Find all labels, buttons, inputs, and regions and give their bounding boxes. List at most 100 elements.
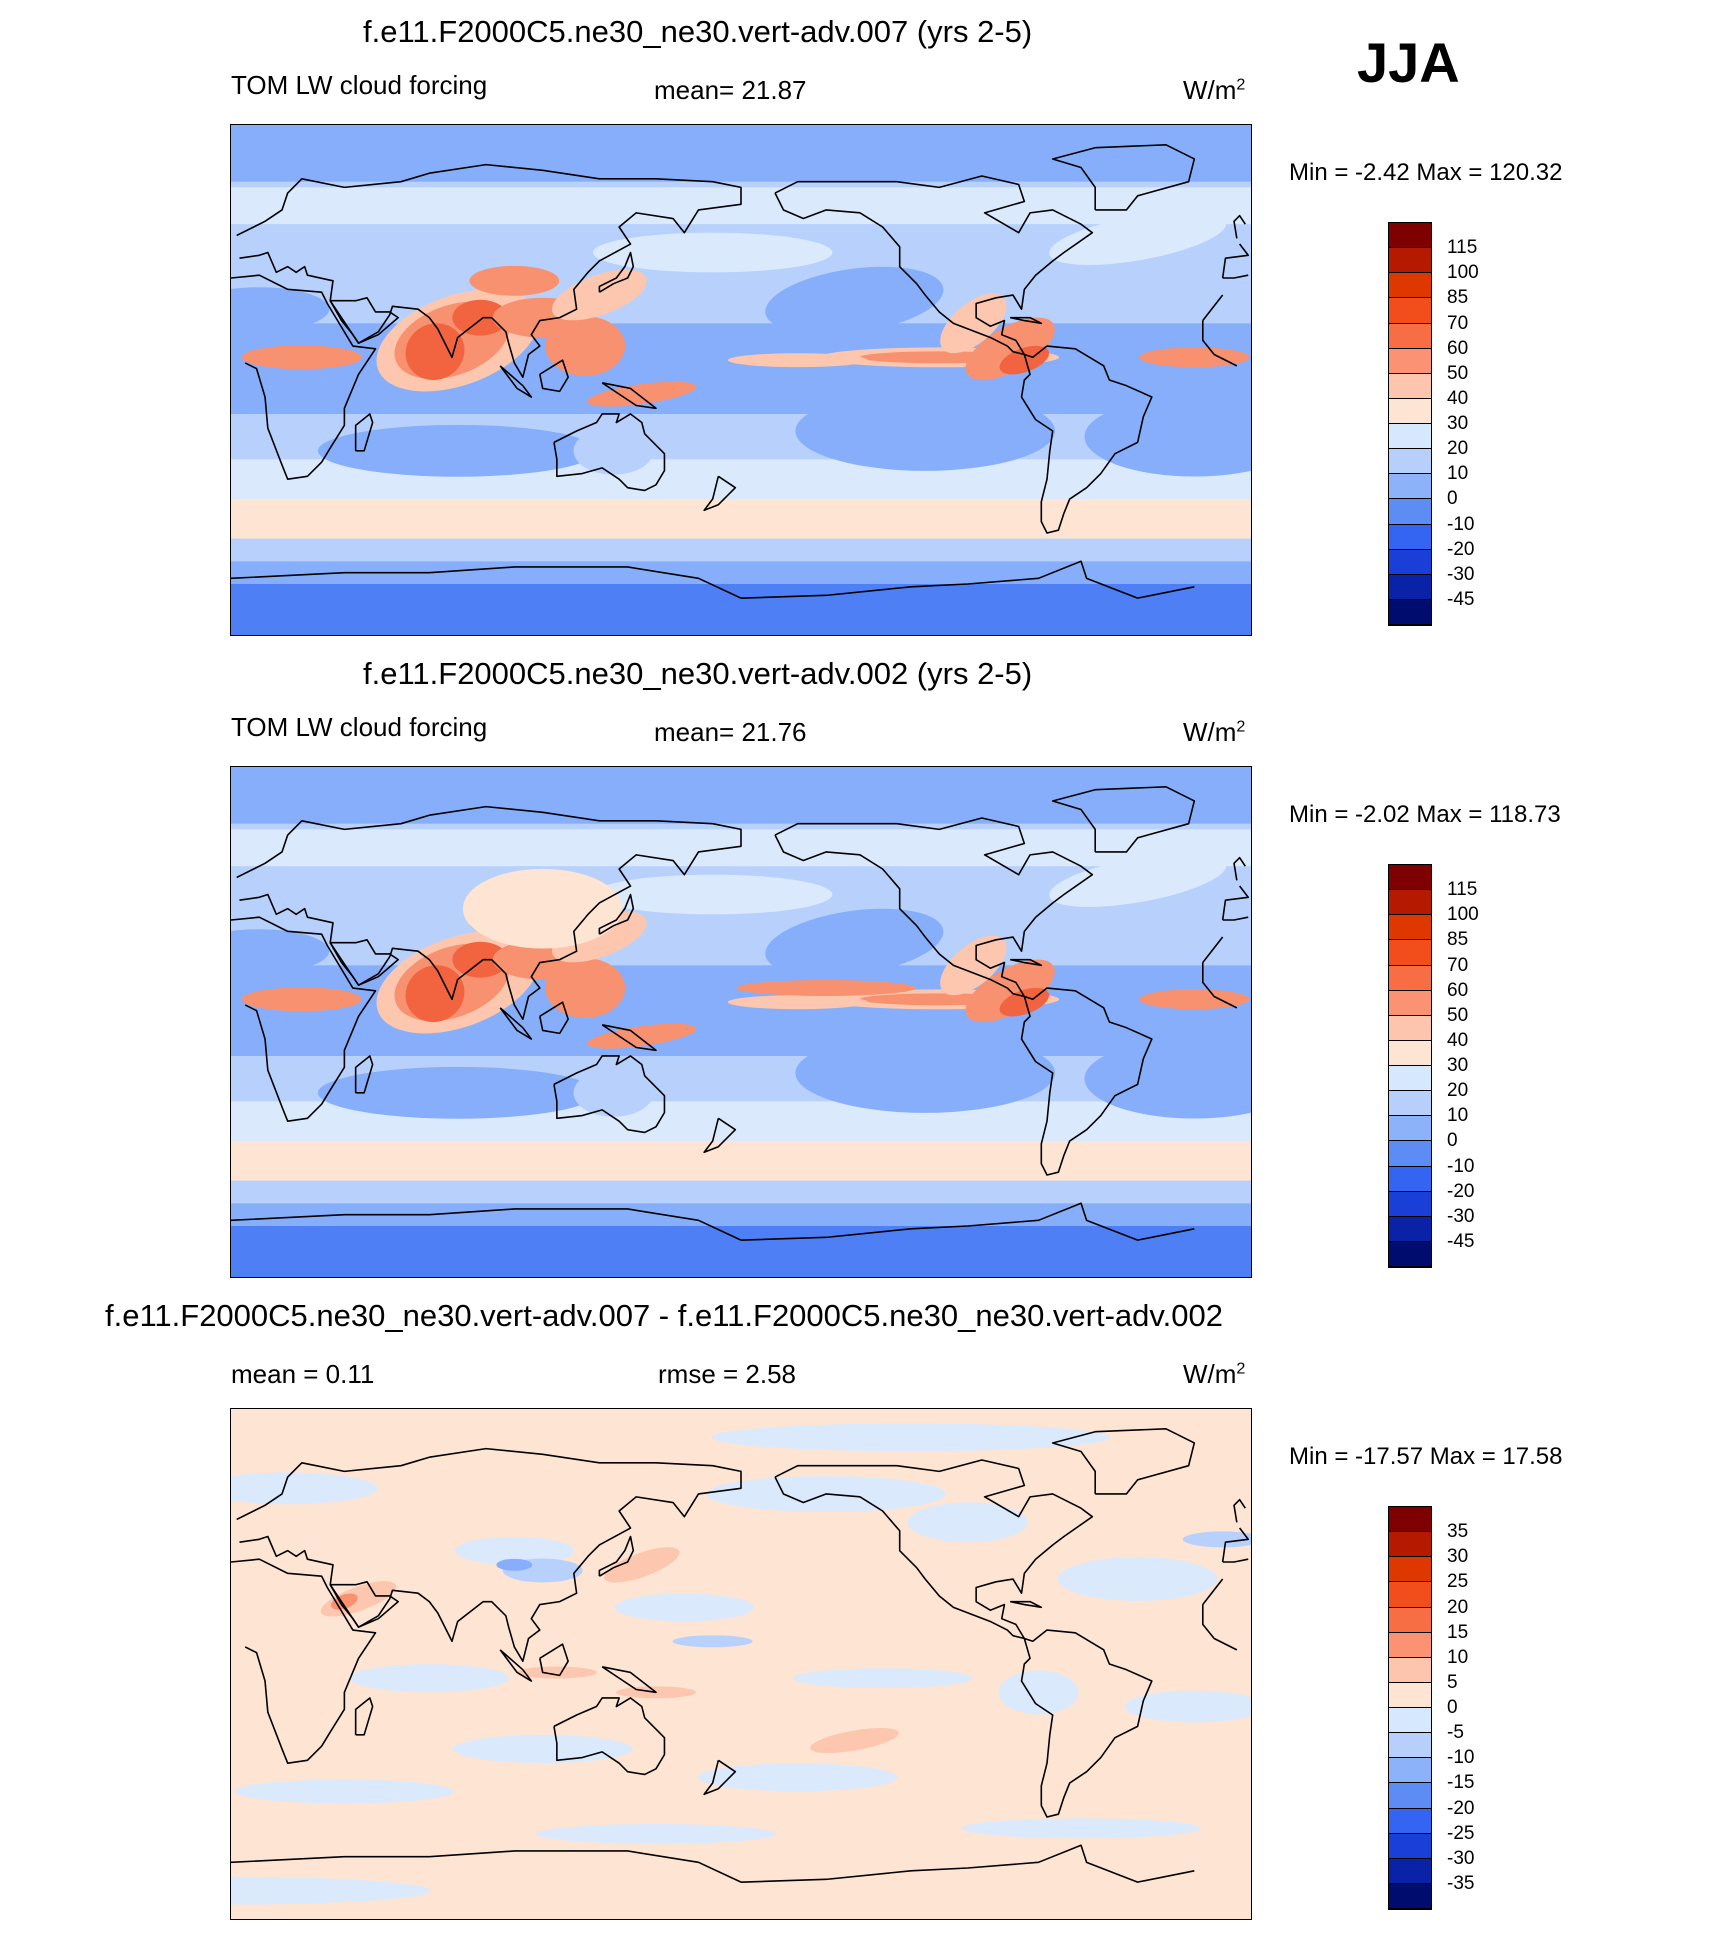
coastline (601, 382, 657, 410)
coastline (539, 1643, 569, 1677)
coastline (236, 1447, 1250, 1663)
panel3-map (230, 1408, 1252, 1920)
colorbar-swatch (1389, 574, 1431, 600)
field-contour (469, 265, 560, 296)
panel3-minmax: Min = -17.57 Max = 17.58 (1289, 1443, 1563, 1470)
colorbar-swatch (1389, 1758, 1431, 1784)
coastline (1020, 345, 1153, 534)
panel2-colorbar: 115 100 85 70 60 50 40 30 20 10 0 -10 -20 -30 -45 (1388, 864, 1479, 1268)
panel2-map (230, 766, 1252, 1278)
coastline (1010, 1600, 1043, 1609)
coastline (553, 1055, 666, 1134)
colorbar-tick-label: 70 (1447, 312, 1469, 334)
field-contour (999, 987, 1050, 1017)
colorbar-tick-label: 115 (1447, 879, 1478, 901)
colorbar-swatch (1389, 965, 1431, 991)
colorbar-tick-label: -20 (1447, 538, 1475, 560)
colorbar-tick-label: -10 (1447, 1747, 1475, 1769)
field-contour (462, 868, 623, 949)
colorbar-tick-label: 115 (1447, 237, 1478, 259)
colorbar-tick-label: 20 (1447, 1080, 1469, 1102)
colorbar-tick-label: 50 (1447, 362, 1469, 384)
colorbar-tick-label: 60 (1447, 337, 1469, 359)
coastline (598, 251, 635, 293)
colorbar-swatch (1389, 1191, 1431, 1217)
coastline (236, 805, 1250, 1021)
colorbar-swatch (1389, 1682, 1431, 1708)
coastline (499, 365, 533, 398)
colorbar-tick-label: 5 (1447, 1671, 1458, 1693)
colorbar-tick-label: 30 (1447, 1055, 1469, 1076)
field-contour (317, 1066, 598, 1119)
coastline (601, 1024, 657, 1052)
panel2-title: f.e11.F2000C5.ne30_ne30.vert-adv.002 (yr… (363, 656, 1033, 691)
colorbar-tick-label: 10 (1447, 1105, 1469, 1127)
field-band (231, 1203, 1251, 1226)
colorbar-swatch (1389, 499, 1431, 525)
colorbar-swatch (1389, 1141, 1431, 1167)
colorbar-swatch (1389, 1066, 1431, 1092)
colorbar-tick-label: -45 (1447, 588, 1475, 610)
coastline (1233, 856, 1246, 881)
field-band (231, 1226, 1251, 1277)
coastline (1020, 1629, 1153, 1818)
field-contour (1084, 396, 1251, 477)
coastline (499, 1007, 533, 1040)
coastline (231, 916, 1238, 1123)
colorbar-tick-label: -10 (1447, 1155, 1475, 1177)
colorbar-swatch (1389, 1833, 1431, 1859)
colorbar-swatch (1389, 1582, 1431, 1608)
colorbar-swatch (1389, 1808, 1431, 1834)
field-contour (810, 1727, 899, 1754)
field-contour (545, 316, 626, 376)
coastline (703, 1117, 737, 1154)
colorbar-tick-label: 100 (1447, 904, 1479, 926)
field-contour (573, 426, 654, 475)
colorbar-swatch (1389, 1091, 1431, 1117)
colorbar-tick-label: 60 (1447, 979, 1469, 1001)
colorbar-tick-label: -25 (1447, 1822, 1475, 1844)
field-contour (454, 1536, 575, 1565)
field-contour (672, 1635, 753, 1648)
colorbar-tick-label: 70 (1447, 954, 1469, 976)
field-contour (536, 1824, 776, 1844)
field-contour (727, 353, 868, 368)
panel1-map (230, 124, 1252, 636)
coastline (329, 297, 399, 344)
colorbar-swatch (1389, 223, 1431, 249)
field-contour (592, 232, 833, 273)
colorbar-swatch (1389, 1708, 1431, 1734)
field-contour (1057, 1557, 1218, 1601)
field-contour (998, 1670, 1079, 1715)
field-contour (614, 1593, 755, 1622)
colorbar-tick-label: 20 (1447, 438, 1469, 460)
colorbar-swatch (1389, 915, 1431, 941)
coastline (1233, 214, 1246, 239)
colorbar-tick-label: -30 (1447, 1847, 1475, 1869)
coastline (774, 817, 1094, 998)
colorbar-swatch (1389, 348, 1431, 374)
colorbar-tick-label: 10 (1447, 1646, 1469, 1668)
colorbar-tick-label: 40 (1447, 1029, 1469, 1051)
coastline (703, 1759, 737, 1796)
colorbar-swatch (1389, 474, 1431, 500)
panel1-mean-label: mean= 21.87 (654, 75, 807, 105)
colorbar-swatch (1389, 865, 1431, 891)
colorbar-tick-label: -15 (1447, 1772, 1475, 1794)
coastline (598, 1535, 635, 1577)
colorbar-swatch (1389, 940, 1431, 966)
field-contour (587, 381, 697, 407)
field-contour (711, 1423, 1111, 1452)
colorbar-swatch (1389, 890, 1431, 916)
colorbar-swatch (1389, 1783, 1431, 1809)
panel1-units: W/m2 (1183, 75, 1246, 105)
field-band (231, 538, 1251, 562)
panel1-minmax: Min = -2.42 Max = 120.32 (1289, 159, 1563, 186)
field-band (231, 125, 1251, 182)
field-contour (231, 287, 330, 332)
map-field-svg (231, 767, 1251, 1277)
coastline (231, 1558, 1238, 1765)
colorbar-tick-label: 15 (1447, 1621, 1469, 1643)
colorbar-swatch (1389, 990, 1431, 1016)
panel3-colorbar: 35 30 25 20 15 10 5 0 -5 -10 -15 -20 -25 -30 -35 (1388, 1506, 1474, 1910)
